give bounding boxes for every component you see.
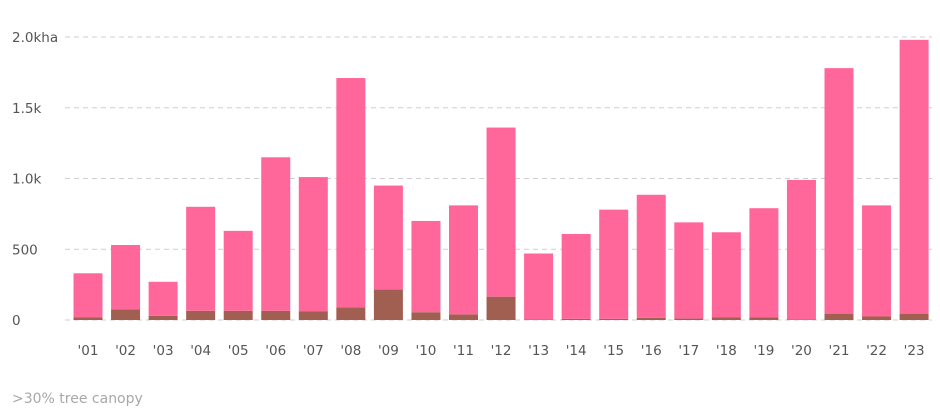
bar-segment-primary — [261, 310, 291, 320]
x-tick-label: '21 — [829, 343, 850, 359]
bar-segment-other — [373, 185, 403, 290]
bar-segment-primary — [336, 307, 366, 320]
x-tick-label: '14 — [566, 343, 587, 359]
x-tick-label: '08 — [340, 343, 361, 359]
bar-segment-primary — [449, 314, 478, 320]
bar-segment-primary — [111, 309, 141, 320]
bar-segment-other — [186, 206, 216, 311]
x-tick-label: '23 — [904, 343, 925, 359]
x-tick-label: '15 — [603, 343, 624, 359]
bar-segment-primary — [524, 319, 554, 320]
x-tick-label: '04 — [190, 343, 211, 359]
x-tick-label: '09 — [378, 343, 399, 359]
x-tick-label: '17 — [678, 343, 699, 359]
x-tick-label: '01 — [78, 343, 99, 359]
bar-segment-other — [636, 194, 666, 318]
x-tick-label: '16 — [641, 343, 662, 359]
bar-segment-primary — [599, 318, 629, 320]
y-tick-label: 1.0k — [12, 172, 41, 188]
bar-segment-other — [111, 245, 141, 310]
bar-segment-other — [749, 208, 779, 318]
x-tick-label: '18 — [716, 343, 737, 359]
x-tick-label: '03 — [153, 343, 174, 359]
bar-segment-primary — [786, 319, 816, 320]
bar-segment-other — [148, 281, 178, 316]
bar-segment-primary — [148, 315, 178, 320]
x-tick-label: '19 — [753, 343, 774, 359]
bar-segment-primary — [561, 318, 591, 320]
bar-segment-other — [411, 220, 441, 313]
y-tick-label: 500 — [12, 242, 38, 258]
bar-segment-other — [486, 127, 516, 297]
y-tick-label: 1.5k — [12, 101, 41, 117]
bar-segment-primary — [711, 317, 741, 320]
y-axis-ticks: 0 500 1.0k 1.5k 2.0kha — [12, 30, 58, 329]
bar-segment-primary — [73, 317, 103, 320]
bar-segment-primary — [411, 312, 441, 320]
bar-segment-other — [449, 205, 478, 315]
bar-segment-other — [599, 209, 629, 319]
bar-segment-other — [298, 177, 328, 312]
bar-segment-other — [524, 253, 554, 320]
bar-segment-other — [336, 78, 366, 308]
bar-segment-primary — [373, 289, 403, 320]
x-tick-label: '13 — [528, 343, 549, 359]
x-tick-label: '11 — [453, 343, 474, 359]
bar-segment-other — [674, 222, 704, 319]
bar-segment-primary — [862, 316, 892, 320]
bar-segment-other — [223, 230, 253, 311]
bar-segment-other — [561, 233, 591, 319]
bar-segment-other — [786, 179, 816, 320]
x-axis-ticks: '01 '02 '03 '04 '05 '06 '07 '08 '09 '10 '11 '12 '13 '… — [78, 343, 925, 359]
bar-segment-other — [824, 68, 854, 314]
x-tick-label: '22 — [866, 343, 887, 359]
bar-segment-primary — [186, 310, 216, 320]
bar-segment-other — [862, 205, 892, 317]
x-tick-label: '10 — [416, 343, 437, 359]
bar-segment-primary — [674, 318, 704, 320]
bar-segment-primary — [749, 317, 779, 320]
bar-segment-primary — [298, 311, 328, 320]
bar-segment-primary — [486, 296, 516, 320]
x-tick-label: '05 — [228, 343, 249, 359]
tree-cover-loss-bar-chart: 0 500 1.0k 1.5k 2.0kha '01 '02 '03 '04 '05 '06 '07… — [12, 30, 932, 359]
bar-segment-primary — [824, 313, 854, 320]
bar-segment-other — [73, 273, 103, 318]
bar-segment-primary — [223, 310, 253, 320]
x-tick-label: '20 — [791, 343, 812, 359]
bar-segment-primary — [899, 313, 929, 320]
x-tick-label: '12 — [491, 343, 512, 359]
y-tick-label: 0 — [12, 313, 21, 329]
y-tick-label: 2.0kha — [12, 30, 58, 46]
x-tick-label: '07 — [303, 343, 324, 359]
x-tick-label: '02 — [115, 343, 136, 359]
bar-segment-other — [899, 39, 929, 314]
bar-segment-primary — [636, 317, 666, 320]
bar-segment-other — [261, 157, 291, 311]
x-tick-label: '06 — [265, 343, 286, 359]
bar-segment-other — [711, 232, 741, 318]
canopy-threshold-note: >30% tree canopy — [12, 391, 143, 407]
bars — [73, 39, 929, 320]
